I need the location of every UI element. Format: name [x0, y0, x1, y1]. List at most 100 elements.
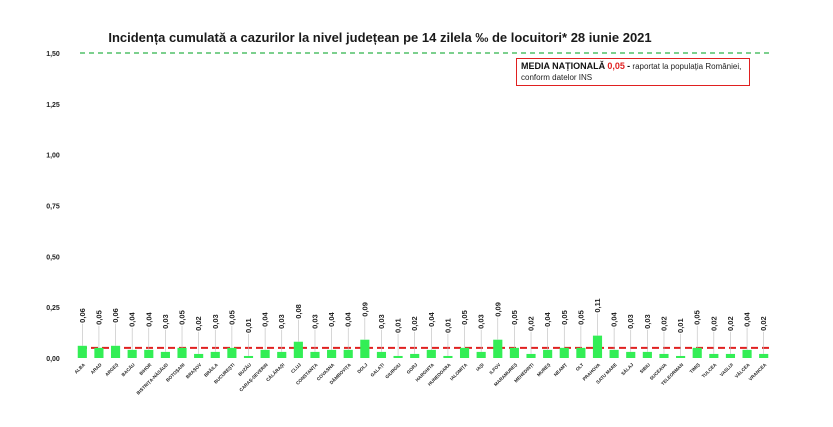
category-label: GALAȚI [370, 362, 386, 378]
bar [144, 349, 154, 358]
value-label: 0,03 [477, 314, 486, 329]
value-label: 0,01 [676, 318, 685, 333]
value-label: 0,03 [277, 314, 286, 329]
note-lead: MEDIA NAȚIONALĂ [521, 61, 606, 71]
value-label: 0,09 [493, 302, 502, 317]
bar [293, 341, 303, 358]
note-separator: - [627, 61, 631, 71]
value-label: 0,03 [211, 314, 220, 329]
chart-title: Incidența cumulată a cazurilor la nivel … [108, 30, 652, 45]
bar [592, 335, 603, 358]
value-label: 0,05 [560, 310, 569, 325]
bar [243, 355, 254, 358]
value-label: 0,05 [510, 310, 519, 325]
value-label: 0,05 [94, 310, 103, 325]
value-label: 0,02 [410, 316, 419, 331]
value-label: 0,04 [327, 311, 336, 326]
category-label: VRANCEA [748, 362, 768, 382]
category-label: DOLJ [356, 362, 369, 375]
value-label: 0,04 [427, 311, 436, 326]
value-label: 0,05 [576, 310, 585, 325]
bar [725, 353, 736, 358]
value-label: 0,04 [543, 311, 552, 326]
bars [77, 335, 769, 358]
bar [77, 345, 87, 358]
value-label: 0,02 [194, 316, 203, 331]
bar [576, 347, 586, 358]
category-label: IALOMIȚA [449, 362, 469, 382]
category-label: ILFOV [488, 362, 502, 376]
note-value: 0,05 [607, 61, 625, 71]
bar [277, 351, 287, 358]
value-label: 0,03 [377, 314, 386, 329]
value-label: 0,04 [261, 311, 270, 326]
value-label: 0,05 [693, 310, 702, 325]
value-label: 0,02 [759, 316, 768, 331]
bar [410, 353, 420, 358]
y-tick-label: 1,50 [46, 51, 60, 58]
value-label: 0,11 [593, 298, 602, 312]
category-label: TULCEA [701, 362, 718, 379]
category-label: ARGEȘ [104, 362, 120, 378]
y-tick-label: 0,75 [46, 204, 60, 211]
category-label: GORJ [406, 362, 419, 375]
reference-lines [80, 52, 770, 349]
y-tick-label: 0,00 [46, 356, 60, 363]
category-label: BISTRIȚA-NĂSĂUD [135, 361, 170, 396]
category-labels: ALBA ARAD ARGEȘ BACĂU BIHORBISTRIȚA-NĂSĂUDBO… [73, 361, 767, 396]
bar [509, 347, 519, 358]
category-label: GIURGIU [384, 362, 402, 380]
category-label: BACĂU [120, 361, 136, 377]
value-label: 0,02 [659, 316, 668, 331]
value-label: 0,06 [111, 308, 120, 323]
value-label: 0,04 [610, 311, 619, 326]
value-label: 0,04 [144, 311, 153, 326]
bar [459, 347, 470, 358]
category-label: IAȘI [475, 362, 486, 373]
category-label: SIBIU [639, 362, 652, 375]
y-tick-label: 0,50 [46, 254, 60, 261]
bar [260, 349, 270, 358]
y-tick-label: 1,00 [46, 153, 60, 160]
national-average-note: MEDIA NAȚIONALĂ 0,05 - raportat la popul… [516, 58, 750, 86]
bar [343, 349, 353, 358]
bar [543, 349, 553, 358]
bar [759, 353, 769, 358]
value-label: 0,04 [344, 311, 353, 326]
category-label: VASLUI [719, 362, 734, 377]
bar [609, 349, 619, 358]
bar [310, 351, 320, 358]
value-label: 0,03 [161, 314, 170, 329]
value-label: 0,01 [244, 318, 253, 333]
bar [426, 349, 436, 358]
category-label: SĂLAJ [620, 361, 635, 376]
bar [177, 347, 187, 358]
bar [227, 347, 237, 358]
y-tick-label: 1,25 [46, 102, 60, 109]
bar [659, 353, 669, 358]
category-label: TIMIȘ [689, 362, 702, 375]
bar [376, 351, 387, 358]
value-label: 0,04 [128, 311, 137, 326]
bar [194, 353, 204, 358]
value-label: 0,01 [443, 318, 452, 333]
bar [709, 353, 719, 358]
value-labels: 0,06 0,05 0,06 0,04 0,04 0,03 0,05 0,02 0,03 0,05… [78, 298, 768, 356]
bar [110, 345, 121, 358]
category-label: BRĂILA [202, 361, 219, 378]
bar [742, 349, 752, 358]
bar [676, 355, 686, 358]
bar [393, 355, 403, 358]
value-label: 0,08 [294, 304, 303, 319]
bar [642, 351, 652, 358]
bar [327, 349, 337, 358]
value-label: 0,05 [178, 310, 187, 325]
category-label: NEAMȚ [553, 362, 568, 377]
category-label: BIHOR [138, 362, 152, 376]
value-label: 0,03 [310, 314, 319, 329]
bar [160, 351, 170, 358]
value-label: 0,03 [643, 314, 652, 329]
value-label: 0,02 [527, 316, 536, 331]
